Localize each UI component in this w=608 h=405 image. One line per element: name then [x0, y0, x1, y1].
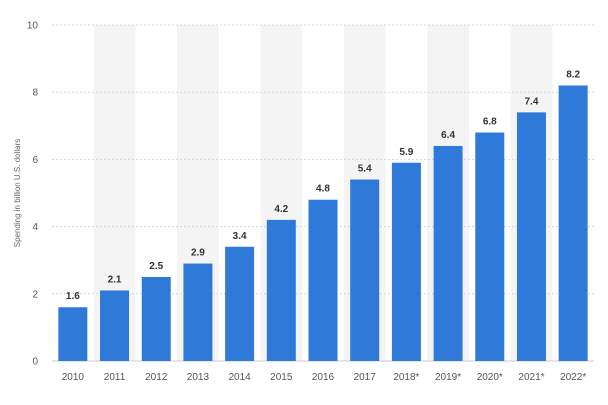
x-tick-label: 2021* [518, 372, 544, 383]
bar [141, 277, 171, 361]
data-label: 4.8 [316, 184, 330, 195]
data-label: 2.9 [191, 248, 205, 259]
y-tick-label: 8 [32, 88, 38, 99]
x-tick-label: 2013 [187, 372, 210, 383]
x-tick-label: 2018* [393, 372, 419, 383]
bar [350, 179, 380, 361]
bar [308, 199, 338, 361]
bar [433, 145, 463, 361]
y-axis-ticks: 0 2 4 6 8 10 [27, 21, 39, 368]
data-label: 3.4 [233, 231, 247, 242]
data-label: 6.4 [441, 130, 455, 141]
x-tick-label: 2022* [560, 372, 586, 383]
data-label: 5.4 [358, 164, 372, 175]
data-label: 4.2 [274, 204, 288, 215]
x-tick-label: 2016 [312, 372, 335, 383]
x-tick-label: 2012 [145, 372, 168, 383]
y-tick-label: 0 [32, 357, 38, 368]
bar [100, 290, 130, 361]
y-axis-title: Spending in billion U.S. dollars [13, 139, 22, 248]
data-label: 6.8 [483, 117, 497, 128]
bar [516, 112, 546, 361]
data-labels: 1.6 2.1 2.5 2.9 3.4 4.2 4.8 5.4 5.9 6.4 6.8 7.4 8.2 [66, 69, 581, 302]
bar [225, 246, 255, 361]
data-label: 1.6 [66, 291, 80, 302]
y-tick-label: 6 [32, 155, 38, 166]
data-label: 2.1 [108, 274, 122, 285]
y-tick-label: 4 [32, 222, 38, 233]
x-tick-label: 2020* [477, 372, 503, 383]
bar [558, 85, 588, 361]
y-tick-label: 10 [27, 21, 39, 32]
x-tick-label: 2010 [62, 372, 85, 383]
x-tick-label: 2011 [104, 372, 126, 383]
data-label: 5.9 [399, 147, 413, 158]
data-label: 8.2 [566, 69, 580, 80]
data-label: 7.4 [525, 96, 539, 107]
bars [58, 85, 588, 361]
x-tick-label: 2015 [270, 372, 293, 383]
bar [475, 132, 505, 361]
x-axis-ticks: 2010 2011 2012 2013 2014 2015 2016 2017 2018* 201… [62, 372, 587, 383]
x-tick-label: 2017 [354, 372, 377, 383]
bar [183, 263, 213, 361]
data-label: 2.5 [149, 261, 163, 272]
x-tick-label: 2014 [228, 372, 251, 383]
x-tick-label: 2019* [435, 372, 461, 383]
bar [58, 307, 88, 361]
bar [391, 162, 421, 361]
bar [266, 219, 296, 361]
y-tick-label: 2 [32, 289, 38, 300]
